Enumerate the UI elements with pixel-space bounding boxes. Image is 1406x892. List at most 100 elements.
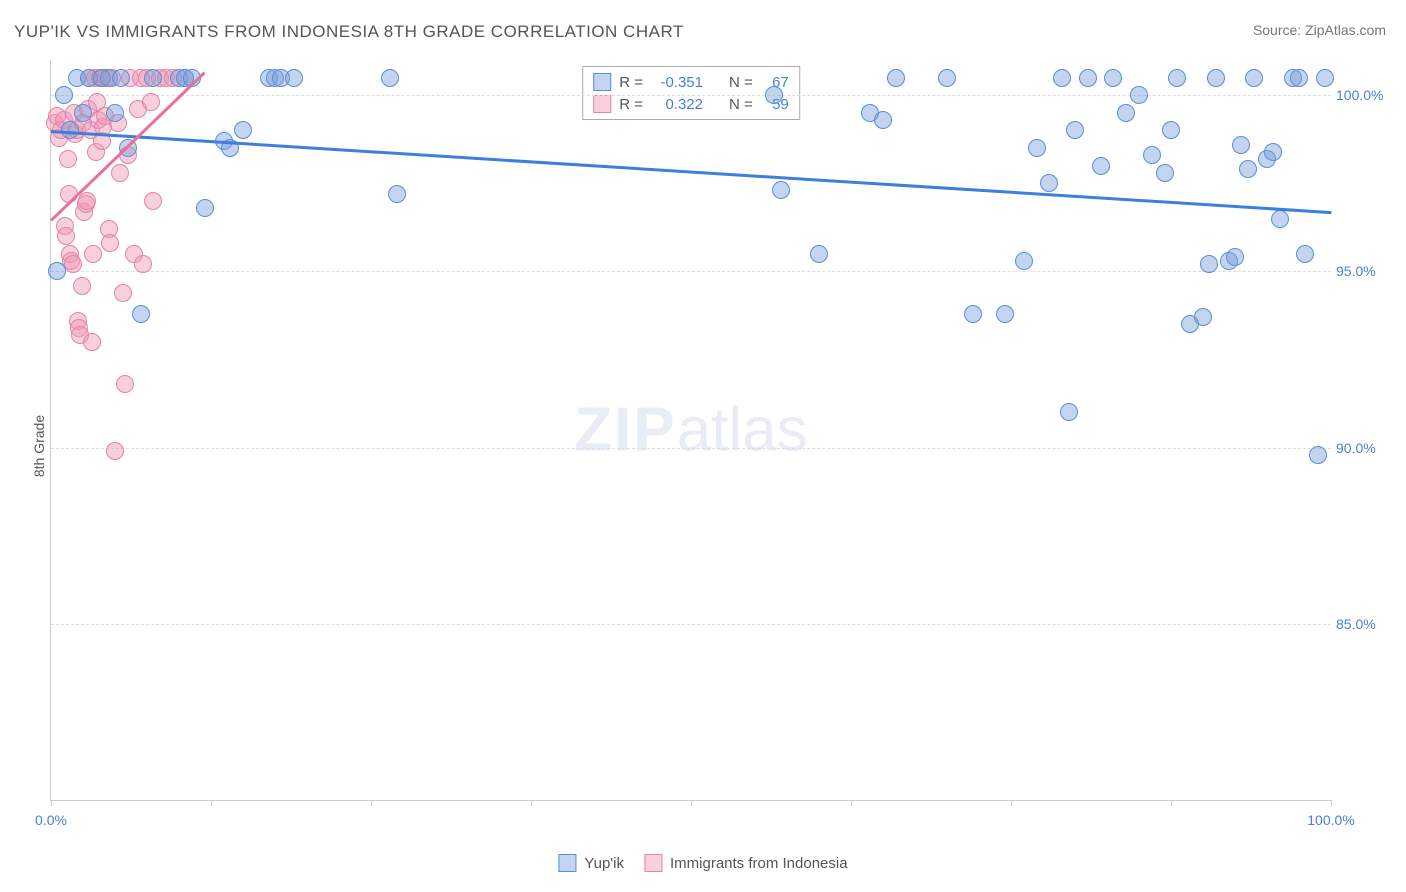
point-series1 [772, 181, 790, 199]
point-series1 [874, 111, 892, 129]
xtick [1331, 800, 1332, 806]
xtick [1011, 800, 1012, 806]
point-series1 [48, 262, 66, 280]
point-series2 [106, 442, 124, 460]
point-series1 [1290, 69, 1308, 87]
point-series1 [1232, 136, 1250, 154]
gridline [51, 271, 1331, 272]
xtick [211, 800, 212, 806]
point-series2 [142, 93, 160, 111]
legend-swatch [593, 73, 611, 91]
point-series1 [1028, 139, 1046, 157]
ytick-label: 100.0% [1336, 87, 1391, 103]
gridline [51, 448, 1331, 449]
xtick [371, 800, 372, 806]
point-series2 [101, 234, 119, 252]
point-series1 [234, 121, 252, 139]
legend-swatch [593, 95, 611, 113]
trendline-2 [50, 71, 205, 221]
point-series1 [388, 185, 406, 203]
point-series2 [78, 192, 96, 210]
stats-row: R =0.322N =59 [593, 93, 789, 115]
point-series1 [74, 104, 92, 122]
y-axis-label: 8th Grade [31, 415, 47, 477]
point-series1 [381, 69, 399, 87]
point-series1 [1168, 69, 1186, 87]
point-series1 [106, 104, 124, 122]
point-series2 [59, 150, 77, 168]
point-series1 [1143, 146, 1161, 164]
point-series1 [1079, 69, 1097, 87]
point-series1 [1200, 255, 1218, 273]
point-series1 [1104, 69, 1122, 87]
ytick-label: 95.0% [1336, 263, 1391, 279]
ytick-label: 90.0% [1336, 440, 1391, 456]
point-series1 [1207, 69, 1225, 87]
point-series1 [964, 305, 982, 323]
point-series1 [1156, 164, 1174, 182]
legend-label: Immigrants from Indonesia [670, 855, 848, 872]
point-series1 [996, 305, 1014, 323]
r-label: R = [619, 74, 643, 91]
xtick [691, 800, 692, 806]
point-series2 [111, 164, 129, 182]
legend-item: Immigrants from Indonesia [644, 854, 848, 872]
point-series1 [1066, 121, 1084, 139]
point-series1 [765, 86, 783, 104]
source-label: Source: ZipAtlas.com [1253, 22, 1386, 38]
point-series2 [64, 255, 82, 273]
ytick-label: 85.0% [1336, 616, 1391, 632]
point-series1 [1245, 69, 1263, 87]
watermark: ZIPatlas [574, 395, 807, 466]
point-series1 [1239, 160, 1257, 178]
point-series1 [1264, 143, 1282, 161]
point-series1 [1309, 446, 1327, 464]
xtick [851, 800, 852, 806]
point-series1 [1316, 69, 1334, 87]
point-series1 [1226, 248, 1244, 266]
point-series1 [285, 69, 303, 87]
point-series1 [887, 69, 905, 87]
legend-swatch [558, 854, 576, 872]
point-series1 [810, 245, 828, 263]
point-series1 [1060, 403, 1078, 421]
point-series2 [144, 192, 162, 210]
point-series2 [134, 255, 152, 273]
xtick-label: 0.0% [35, 812, 67, 828]
point-series1 [1117, 104, 1135, 122]
legend-item: Yup'ik [558, 854, 624, 872]
plot-area: ZIPatlas R =-0.351N =67R =0.322N =59 85.… [50, 60, 1331, 801]
point-series1 [1296, 245, 1314, 263]
legend-swatch [644, 854, 662, 872]
xtick [531, 800, 532, 806]
point-series2 [114, 284, 132, 302]
chart-title: YUP'IK VS IMMIGRANTS FROM INDONESIA 8TH … [14, 22, 684, 42]
point-series1 [1271, 210, 1289, 228]
point-series1 [1162, 121, 1180, 139]
point-series1 [55, 86, 73, 104]
point-series2 [84, 245, 102, 263]
point-series2 [57, 227, 75, 245]
point-series1 [132, 305, 150, 323]
point-series1 [1053, 69, 1071, 87]
point-series2 [73, 277, 91, 295]
point-series1 [1040, 174, 1058, 192]
stats-row: R =-0.351N =67 [593, 71, 789, 93]
legend-label: Yup'ik [584, 855, 624, 872]
point-series2 [83, 333, 101, 351]
xtick [51, 800, 52, 806]
point-series1 [1130, 86, 1148, 104]
point-series2 [116, 375, 134, 393]
point-series1 [196, 199, 214, 217]
point-series1 [938, 69, 956, 87]
r-value: -0.351 [651, 74, 703, 91]
point-series1 [144, 69, 162, 87]
point-series1 [1194, 308, 1212, 326]
bottom-legend: Yup'ik Immigrants from Indonesia [558, 854, 847, 872]
n-label: N = [729, 96, 753, 113]
gridline [51, 624, 1331, 625]
n-label: N = [729, 74, 753, 91]
xtick [1171, 800, 1172, 806]
point-series1 [112, 69, 130, 87]
trendline-1 [51, 130, 1331, 214]
